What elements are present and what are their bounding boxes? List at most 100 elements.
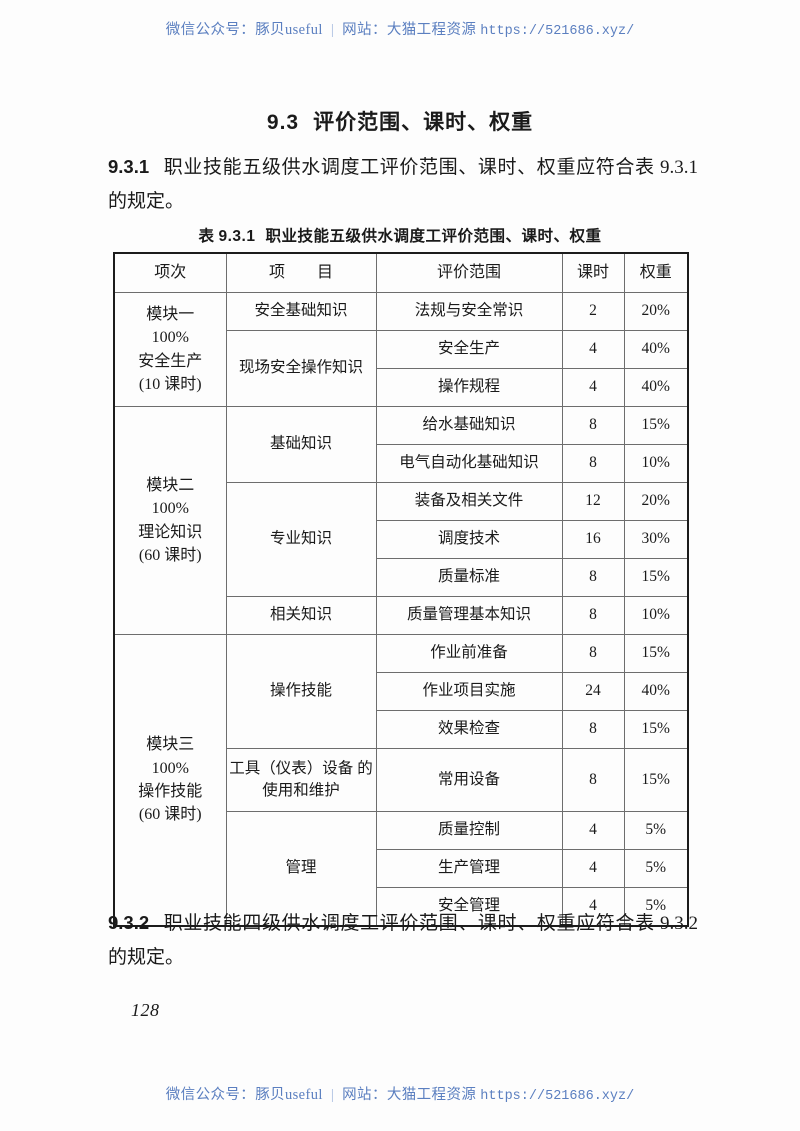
table-row: 调度技术 16 30% [114, 520, 689, 559]
evaluation-table-wrapper: 项次 项 目 评价范围 课时 权重 模块一 100% 安全生产 (10 课时) … [113, 252, 689, 927]
scope-cell: 操作规程 [375, 368, 563, 407]
watermark-url-footer: https://521686.xyz/ [480, 1089, 635, 1104]
module-2-percent: 100% [151, 500, 189, 518]
module-3-percent: 100% [151, 759, 189, 777]
hours-cell: 16 [561, 520, 625, 559]
paragraph-9-3-2-number: 9.3.2 [108, 912, 150, 933]
hours-cell: 8 [561, 596, 625, 635]
watermark-wechat-value-footer: 豚贝useful [255, 1087, 323, 1103]
item-cell-line1: 工具（仪表）设备 [229, 759, 354, 777]
scope-cell: 质量标准 [375, 558, 563, 597]
watermark-site-value: 大猫工程资源 [386, 22, 477, 38]
section-heading: 9.3 评价范围、课时、权重 [0, 106, 800, 136]
hours-cell: 2 [561, 292, 625, 331]
scope-cell: 调度技术 [375, 520, 563, 559]
watermark-wechat-label-footer: 微信公众号： [165, 1087, 256, 1103]
paragraph-9-3-1-text: 职业技能五级供水调度工评价范围、课时、权重应符合表 9.3.1 的规定。 [108, 157, 698, 212]
scope-cell: 效果检查 [375, 710, 563, 749]
page-number: 128 [131, 1000, 160, 1020]
table-row: 电气自动化基础知识 8 10% [114, 444, 689, 483]
hours-cell: 8 [561, 634, 625, 673]
watermark-site-label-footer: 网站： [342, 1087, 387, 1103]
hours-cell: 4 [561, 811, 625, 850]
watermark-header: 微信公众号：豚贝useful | 网站：大猫工程资源 https://521686.… [0, 18, 800, 39]
item-cell: 安全基础知识 [225, 292, 377, 331]
table-caption-number: 9.3.1 [218, 228, 256, 245]
scope-cell: 电气自动化基础知识 [375, 444, 563, 483]
watermark-separator-footer: | [330, 1087, 335, 1103]
hours-cell: 12 [561, 482, 625, 521]
table-row: 效果检查 8 15% [114, 710, 689, 749]
weight-cell: 15% [623, 558, 689, 597]
table-row: 专业知识 装备及相关文件 12 20% [114, 482, 689, 597]
hours-cell: 4 [561, 887, 625, 926]
weight-cell: 20% [623, 292, 689, 331]
table-header-cell-3: 课时 [561, 252, 625, 293]
module-cell-3: 模块三 100% 操作技能 (60 课时) [113, 634, 227, 926]
table-caption: 表 9.3.1 职业技能五级供水调度工评价范围、课时、权重 [0, 224, 800, 246]
scope-cell: 生产管理 [375, 849, 563, 888]
hours-cell: 4 [561, 849, 625, 888]
module-3-subject: 操作技能 [138, 782, 203, 800]
table-row: 质量标准 8 15% [114, 558, 689, 597]
table-row: 模块一 100% 安全生产 (10 课时) 安全基础知识 法规与安全常识 2 2… [113, 292, 689, 407]
paragraph-9-3-1: 9.3.1 职业技能五级供水调度工评价范围、课时、权重应符合表 9.3.1 的规定… [108, 150, 698, 219]
item-cell: 操作技能 [225, 634, 377, 749]
weight-cell: 5% [623, 811, 689, 850]
section-number: 9.3 [266, 111, 300, 134]
weight-cell: 40% [623, 672, 689, 711]
weight-cell: 15% [623, 710, 689, 749]
watermark-wechat-value: 豚贝useful [255, 22, 323, 38]
paragraph-9-3-2-text: 职业技能四级供水调度工评价范围、课时、权重应符合表 9.3.2 的规定。 [108, 913, 698, 968]
table-row: 工具（仪表）设备 的使用和维护 常用设备 8 15% [114, 748, 689, 812]
hours-cell: 8 [561, 558, 625, 597]
scope-cell: 质量控制 [375, 811, 563, 850]
scope-cell: 给水基础知识 [375, 406, 563, 445]
weight-cell: 10% [623, 444, 689, 483]
table-caption-title: 职业技能五级供水调度工评价范围、课时、权重 [265, 228, 602, 245]
table-header-row: 项次 项 目 评价范围 课时 权重 [113, 252, 689, 293]
weight-cell: 20% [623, 482, 689, 521]
module-3-hours: (60 课时) [138, 805, 202, 823]
paragraph-9-3-1-number: 9.3.1 [108, 156, 150, 177]
module-1-subject: 安全生产 [138, 352, 203, 370]
scope-cell: 常用设备 [375, 748, 563, 812]
module-2-subject: 理论知识 [138, 523, 203, 541]
table-row: 现场安全操作知识 安全生产 4 40% [114, 330, 689, 407]
watermark-footer: 微信公众号：豚贝useful | 网站：大猫工程资源 https://521686.… [0, 1083, 800, 1104]
module-1-percent: 100% [151, 329, 189, 347]
weight-cell: 15% [623, 406, 689, 445]
table-row: 安全管理 4 5% [114, 887, 689, 926]
table-row: 操作规程 4 40% [114, 368, 689, 407]
table-row: 生产管理 4 5% [114, 849, 689, 888]
hours-cell: 24 [561, 672, 625, 711]
weight-cell: 30% [623, 520, 689, 559]
item-cell: 基础知识 [225, 406, 377, 483]
weight-cell: 15% [623, 634, 689, 673]
watermark-separator: | [330, 22, 335, 38]
table-row: 模块三 100% 操作技能 (60 课时) 操作技能 作业前准备 8 15% [113, 634, 689, 926]
weight-cell: 15% [623, 748, 689, 812]
paragraph-9-3-2: 9.3.2 职业技能四级供水调度工评价范围、课时、权重应符合表 9.3.2 的规定… [108, 906, 698, 975]
table-header-cell-4: 权重 [623, 252, 689, 293]
table-header-cell-0: 项次 [113, 252, 227, 293]
weight-cell: 5% [623, 887, 689, 926]
hours-cell: 4 [561, 368, 625, 407]
module-2-hours: (60 课时) [138, 546, 202, 564]
table-caption-label: 表 [198, 228, 215, 245]
table-row: 模块二 100% 理论知识 (60 课时) 基础知识 给水基础知识 8 15% [113, 406, 689, 635]
item-cell: 工具（仪表）设备 的使用和维护 [225, 748, 377, 812]
watermark-wechat-label: 微信公众号： [165, 22, 256, 38]
item-cell: 管理 [225, 811, 377, 926]
scope-cell: 作业项目实施 [375, 672, 563, 711]
scope-cell: 法规与安全常识 [375, 292, 563, 331]
hours-cell: 8 [561, 406, 625, 445]
watermark-site-value-footer: 大猫工程资源 [386, 1087, 477, 1103]
module-1-hours: (10 课时) [138, 375, 202, 393]
module-2-name: 模块二 [146, 477, 195, 495]
module-3-name: 模块三 [146, 736, 195, 754]
item-cell-line2: 的使用和维护 [262, 759, 373, 799]
hours-cell: 8 [561, 710, 625, 749]
scope-cell: 装备及相关文件 [375, 482, 563, 521]
